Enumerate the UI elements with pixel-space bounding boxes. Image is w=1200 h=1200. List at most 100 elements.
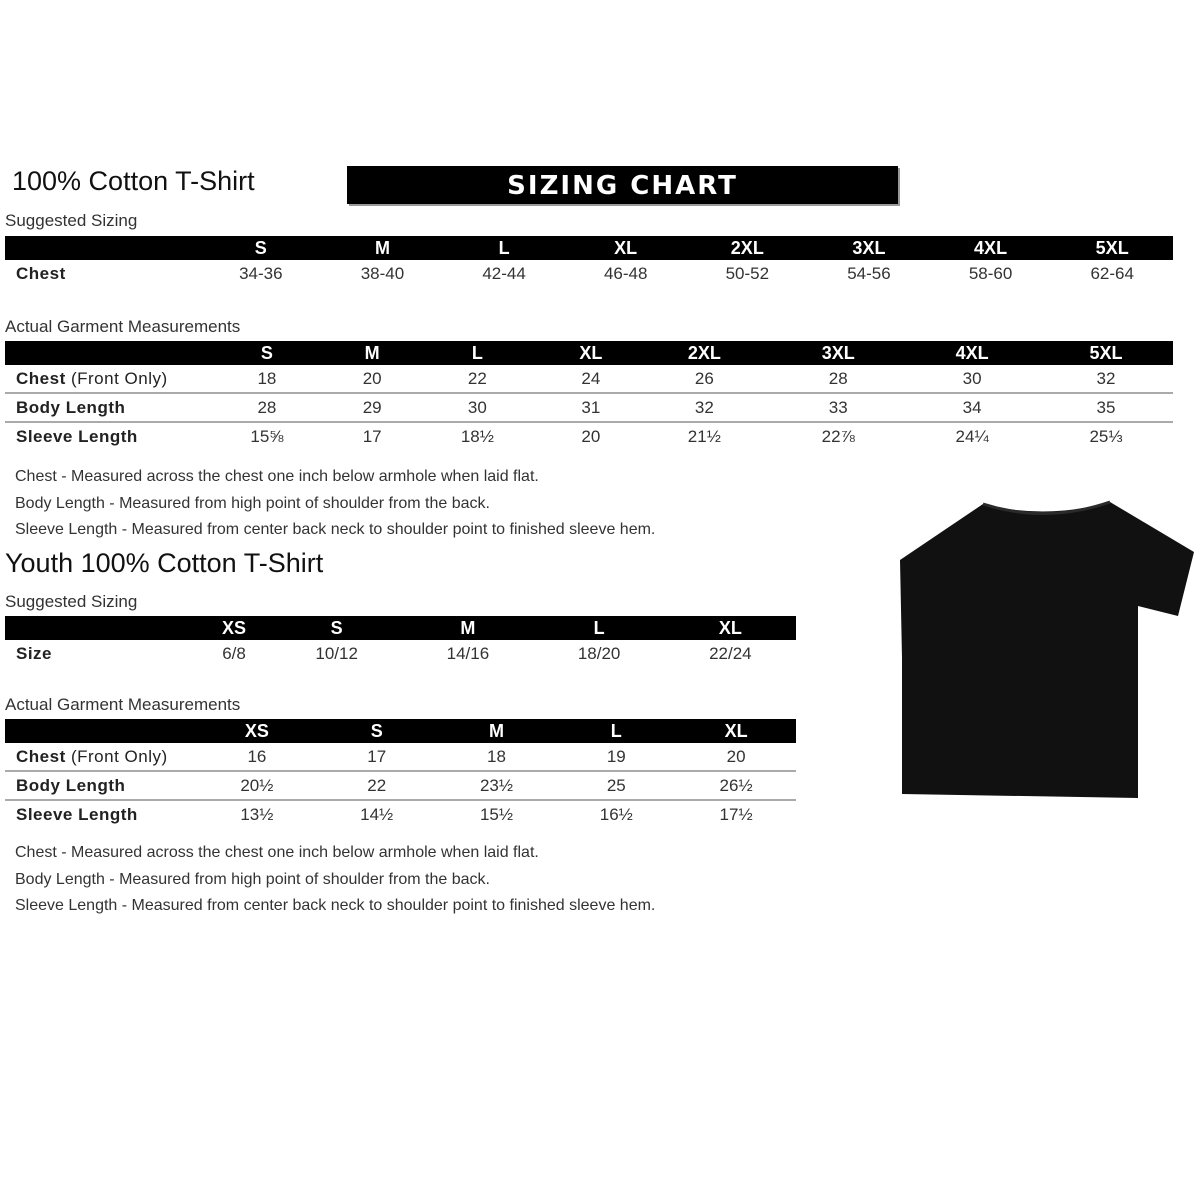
table-cell: 14½ [360, 804, 394, 824]
table-cell: 33 [771, 393, 906, 423]
size-header: XS [197, 719, 317, 743]
table-row: Body Length 20½ 22 23½ 25 26½ [5, 771, 796, 801]
size-header: 3XL [808, 236, 930, 260]
table-cell: 20 [581, 426, 601, 446]
size-header: XL [676, 719, 796, 743]
youth-title: Youth 100% Cotton T-Shirt [5, 548, 324, 578]
table-cell: 30 [410, 393, 545, 423]
size-header: S [200, 236, 322, 260]
note-line: Sleeve Length - Measured from center bac… [15, 897, 656, 914]
table-cell: 22/24 [709, 643, 752, 663]
adult-title: 100% Cotton T-Shirt [12, 166, 255, 196]
table-row: Size 6/8 10/12 14/16 18/20 22/24 [5, 640, 796, 667]
table-cell: 14/16 [446, 643, 490, 663]
size-header-row: XS S M L XL [5, 719, 796, 743]
table-cell: 35 [1039, 393, 1173, 423]
table-cell: 20 [333, 365, 411, 394]
table-cell: 15⅝ [250, 426, 284, 446]
row-label: Body Length [5, 393, 200, 423]
row-label: Chest (Front Only) [5, 743, 197, 772]
size-header: 5XL [1039, 341, 1173, 365]
table-cell: 21½ [687, 426, 721, 446]
table-cell: 15½ [479, 804, 514, 824]
size-header: S [316, 719, 437, 743]
size-header: S [200, 341, 334, 365]
table-cell: 13½ [240, 804, 274, 824]
table-row: Chest (Front Only) 16 17 18 19 20 [5, 743, 796, 772]
youth-actual-label: Actual Garment Measurements [5, 695, 241, 714]
adult-suggested-label: Suggested Sizing [5, 211, 138, 230]
size-header: 3XL [771, 341, 906, 365]
size-header: M [321, 236, 444, 260]
table-row: Body Length 28 29 30 31 32 33 34 35 [5, 393, 1173, 423]
row-label: Sleeve Length [16, 804, 138, 824]
table-cell: 16½ [599, 804, 633, 824]
size-header: L [443, 236, 565, 260]
table-cell: 19 [556, 743, 677, 772]
size-header: M [436, 719, 557, 743]
table-cell: 10/12 [315, 643, 358, 663]
table-cell: 28 [200, 393, 334, 423]
table-cell: 32 [637, 393, 772, 423]
youth-suggested-table: XS S M L XL Size 6/8 10/12 14/16 18/20 22/24 [5, 616, 796, 667]
size-header: M [333, 341, 411, 365]
table-cell: 25 [556, 771, 677, 801]
table-cell: 50-52 [725, 263, 770, 283]
table-cell: 6/8 [222, 643, 246, 663]
size-header: 5XL [1051, 236, 1173, 260]
size-header: XL [664, 616, 796, 640]
note-line: Body Length - Measured from high point o… [15, 870, 490, 888]
adult-notes: Chest - Measured across the chest one in… [15, 464, 655, 544]
table-cell: 26 [637, 365, 772, 394]
youth-actual-table: XS S M L XL Chest (Front Only) 16 17 18 19 20 Body … [5, 719, 796, 828]
row-label: Size [16, 643, 53, 663]
adult-actual-table: S M L XL 2XL 3XL 4XL 5XL Chest (Front Only) 18 20 2… [5, 341, 1173, 450]
table-cell: 34 [905, 393, 1040, 423]
table-cell: 22 [410, 365, 545, 394]
table-cell: 20 [676, 743, 796, 772]
note-line: Body Length - Measured from high point o… [15, 494, 490, 512]
table-cell: 62-64 [1090, 263, 1134, 283]
table-cell: 32 [1039, 365, 1173, 394]
youth-suggested-label: Suggested Sizing [5, 592, 138, 611]
table-cell: 46-48 [603, 263, 648, 283]
table-row: Chest (Front Only) 18 20 22 24 26 28 30 32 [5, 365, 1173, 394]
table-cell: 58-60 [968, 263, 1013, 283]
size-header: L [556, 719, 677, 743]
size-header: 4XL [905, 341, 1040, 365]
table-cell: 17½ [719, 804, 753, 824]
adult-suggested-table: S M L XL 2XL 3XL 4XL 5XL Chest 34-36 38-40 42-44 46-… [5, 236, 1173, 287]
size-header: 4XL [929, 236, 1052, 260]
table-cell: 25⅓ [1089, 426, 1123, 446]
size-header-row: S M L XL 2XL 3XL 4XL 5XL [5, 341, 1173, 365]
table-cell: 18½ [460, 426, 494, 446]
table-cell: 28 [771, 365, 906, 394]
table-cell: 30 [905, 365, 1040, 394]
size-header: XS [197, 616, 272, 640]
note-line: Chest - Measured across the chest one in… [15, 844, 539, 861]
table-cell: 22 [316, 771, 437, 801]
table-cell: 54-56 [847, 263, 891, 283]
table-cell: 26½ [676, 771, 796, 801]
size-header: L [533, 616, 665, 640]
sizing-chart-banner: SIZING CHART [347, 166, 898, 204]
table-cell: 38-40 [360, 263, 405, 283]
row-label: Chest [16, 263, 66, 283]
size-header: 2XL [637, 341, 772, 365]
table-cell: 22⅞ [821, 426, 855, 446]
table-cell: 34-36 [239, 263, 283, 283]
table-cell: 18 [200, 365, 334, 394]
table-cell: 24¼ [955, 426, 989, 446]
table-cell: 42-44 [482, 263, 526, 283]
adult-actual-label: Actual Garment Measurements [5, 317, 241, 336]
row-label: Body Length [5, 771, 197, 801]
size-header: L [410, 341, 545, 365]
table-cell: 24 [544, 365, 638, 394]
table-cell: 16 [197, 743, 317, 772]
size-header: XL [544, 341, 638, 365]
table-row: Sleeve Length 15⅝ 17 18½ 20 21½ 22⅞ 24¼ 25⅓ [5, 422, 1173, 450]
note-line: Sleeve Length - Measured from center bac… [15, 521, 656, 538]
size-header-row: S M L XL 2XL 3XL 4XL 5XL [5, 236, 1173, 260]
row-label: Chest (Front Only) [5, 365, 200, 394]
note-line: Chest - Measured across the chest one in… [15, 468, 539, 485]
